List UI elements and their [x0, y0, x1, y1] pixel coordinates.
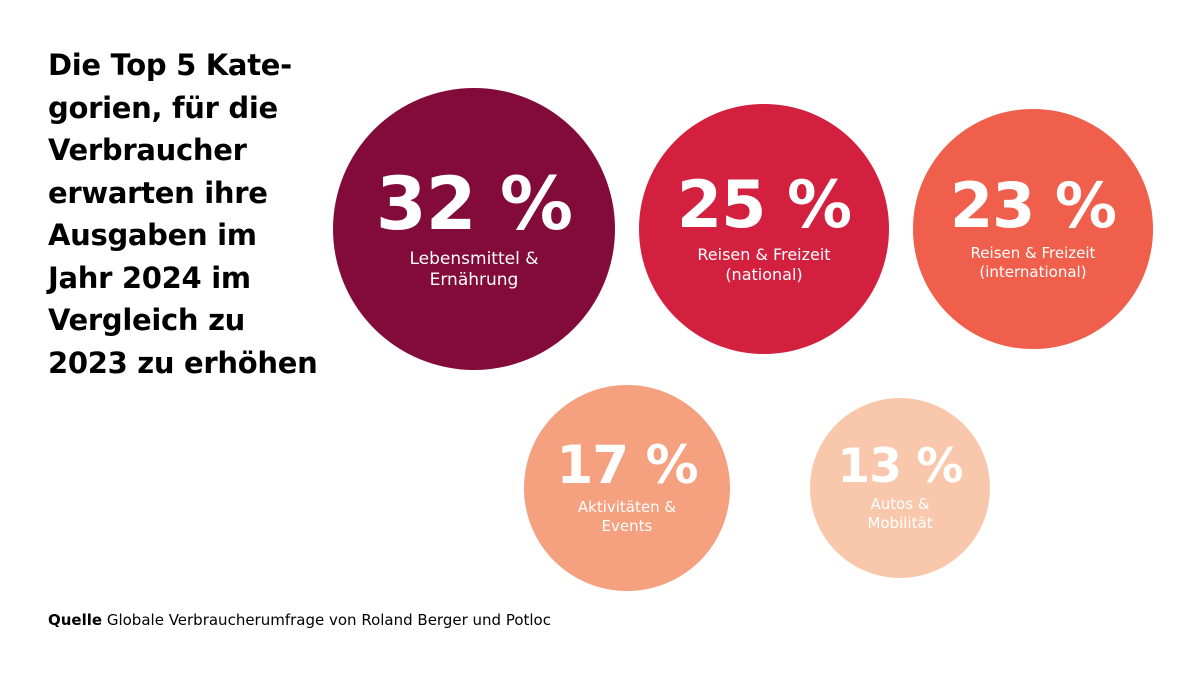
- bubble-5: 13 % Autos & Mobilität: [810, 398, 990, 578]
- title-line: Vergleich zu: [48, 303, 245, 337]
- bubble-value: 32 %: [375, 161, 573, 247]
- bubble-label-line: Mobilität: [867, 513, 933, 532]
- bubble-label: Reisen & Freizeit (international): [971, 244, 1096, 282]
- bubble-label-line: Autos &: [870, 494, 930, 513]
- bubble-label: Lebensmittel & Ernährung: [410, 249, 539, 291]
- bubble-label-line: Reisen & Freizeit: [697, 244, 831, 264]
- bubble-value: 25 %: [676, 167, 852, 243]
- bubble-3: 23 % Reisen & Freizeit (international): [913, 109, 1153, 349]
- bubble-4: 17 % Aktivitäten & Events: [524, 385, 730, 591]
- bubble-label-line: (national): [725, 264, 803, 284]
- bubble-label: Aktivitäten & Events: [578, 498, 676, 536]
- bubble-label: Reisen & Freizeit (national): [697, 245, 830, 285]
- bubble-label-line: Ernährung: [429, 269, 519, 290]
- bubble-value: 13 %: [837, 438, 964, 494]
- title-line: 2023 zu erhöhen: [48, 345, 318, 380]
- title-line: Ausgaben im: [48, 218, 257, 252]
- bubble-label-line: (international): [979, 263, 1087, 282]
- bubble-1: 32 % Lebensmittel & Ernährung: [333, 88, 615, 370]
- bubble-label-line: Events: [601, 517, 653, 536]
- bubble-label: Autos & Mobilität: [867, 495, 932, 533]
- source-text: Globale Verbraucherumfrage von Roland Be…: [106, 611, 551, 629]
- title-line: erwarten ihre: [48, 175, 268, 210]
- source-note: Quelle Globale Verbraucherumfrage von Ro…: [48, 611, 551, 629]
- bubble-label-line: Lebensmittel &: [409, 248, 539, 269]
- bubble-2: 25 % Reisen & Freizeit (national): [639, 104, 889, 354]
- bubble-label-line: Reisen & Freizeit: [970, 244, 1096, 263]
- title-line: Jahr 2024 im: [48, 260, 251, 295]
- title-line: Verbraucher: [48, 133, 247, 167]
- bubble-value: 23 %: [949, 169, 1117, 243]
- bubble-value: 17 %: [556, 435, 698, 497]
- source-label: Quelle: [48, 611, 103, 629]
- title-line: gorien, für die: [48, 90, 278, 125]
- chart-title: Die Top 5 Kate- gorien, für die Verbrauc…: [48, 44, 338, 384]
- bubble-label-line: Aktivitäten &: [577, 498, 677, 517]
- title-line: Die Top 5 Kate-: [48, 48, 292, 82]
